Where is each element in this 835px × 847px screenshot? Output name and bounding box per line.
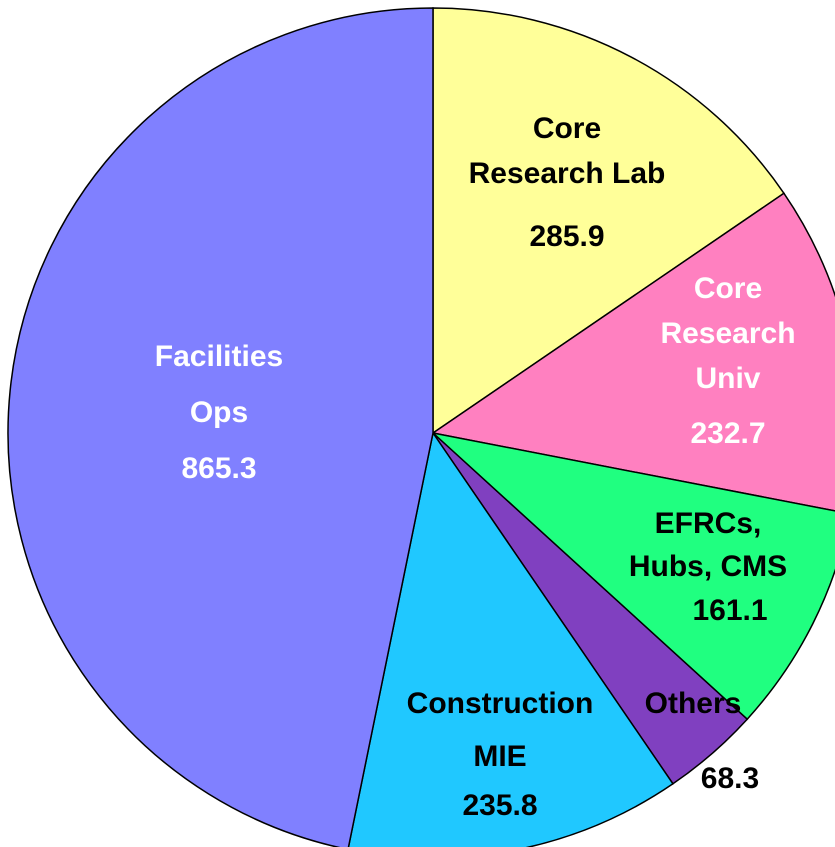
pie-slice (431, 192, 835, 512)
slice-label: Research (660, 317, 795, 350)
value-label: 161.1 (692, 594, 767, 627)
pie-slice (347, 431, 674, 847)
slice-label: Ops (190, 396, 248, 429)
slice-label: Others (645, 687, 742, 720)
slice-label: EFRCs, (655, 507, 762, 540)
value-label: 232.7 (690, 417, 765, 450)
pie-slice (430, 431, 835, 721)
value-label: 235.8 (462, 789, 537, 822)
slice-label: Facilities (155, 340, 283, 373)
value-label: 285.9 (529, 220, 604, 253)
slice-label: Construction (407, 687, 594, 720)
slice-label: Research Lab (469, 157, 666, 190)
value-label: 68.3 (701, 762, 759, 795)
slice-label: MIE (473, 740, 526, 773)
slice-label: Core (694, 272, 762, 305)
slice-label: Core (533, 112, 601, 145)
slice-label: Univ (695, 362, 760, 395)
pie-slice (7, 7, 434, 847)
value-label: 865.3 (181, 452, 256, 485)
pie-slice (432, 7, 785, 435)
slice-label: Hubs, CMS (629, 550, 787, 583)
